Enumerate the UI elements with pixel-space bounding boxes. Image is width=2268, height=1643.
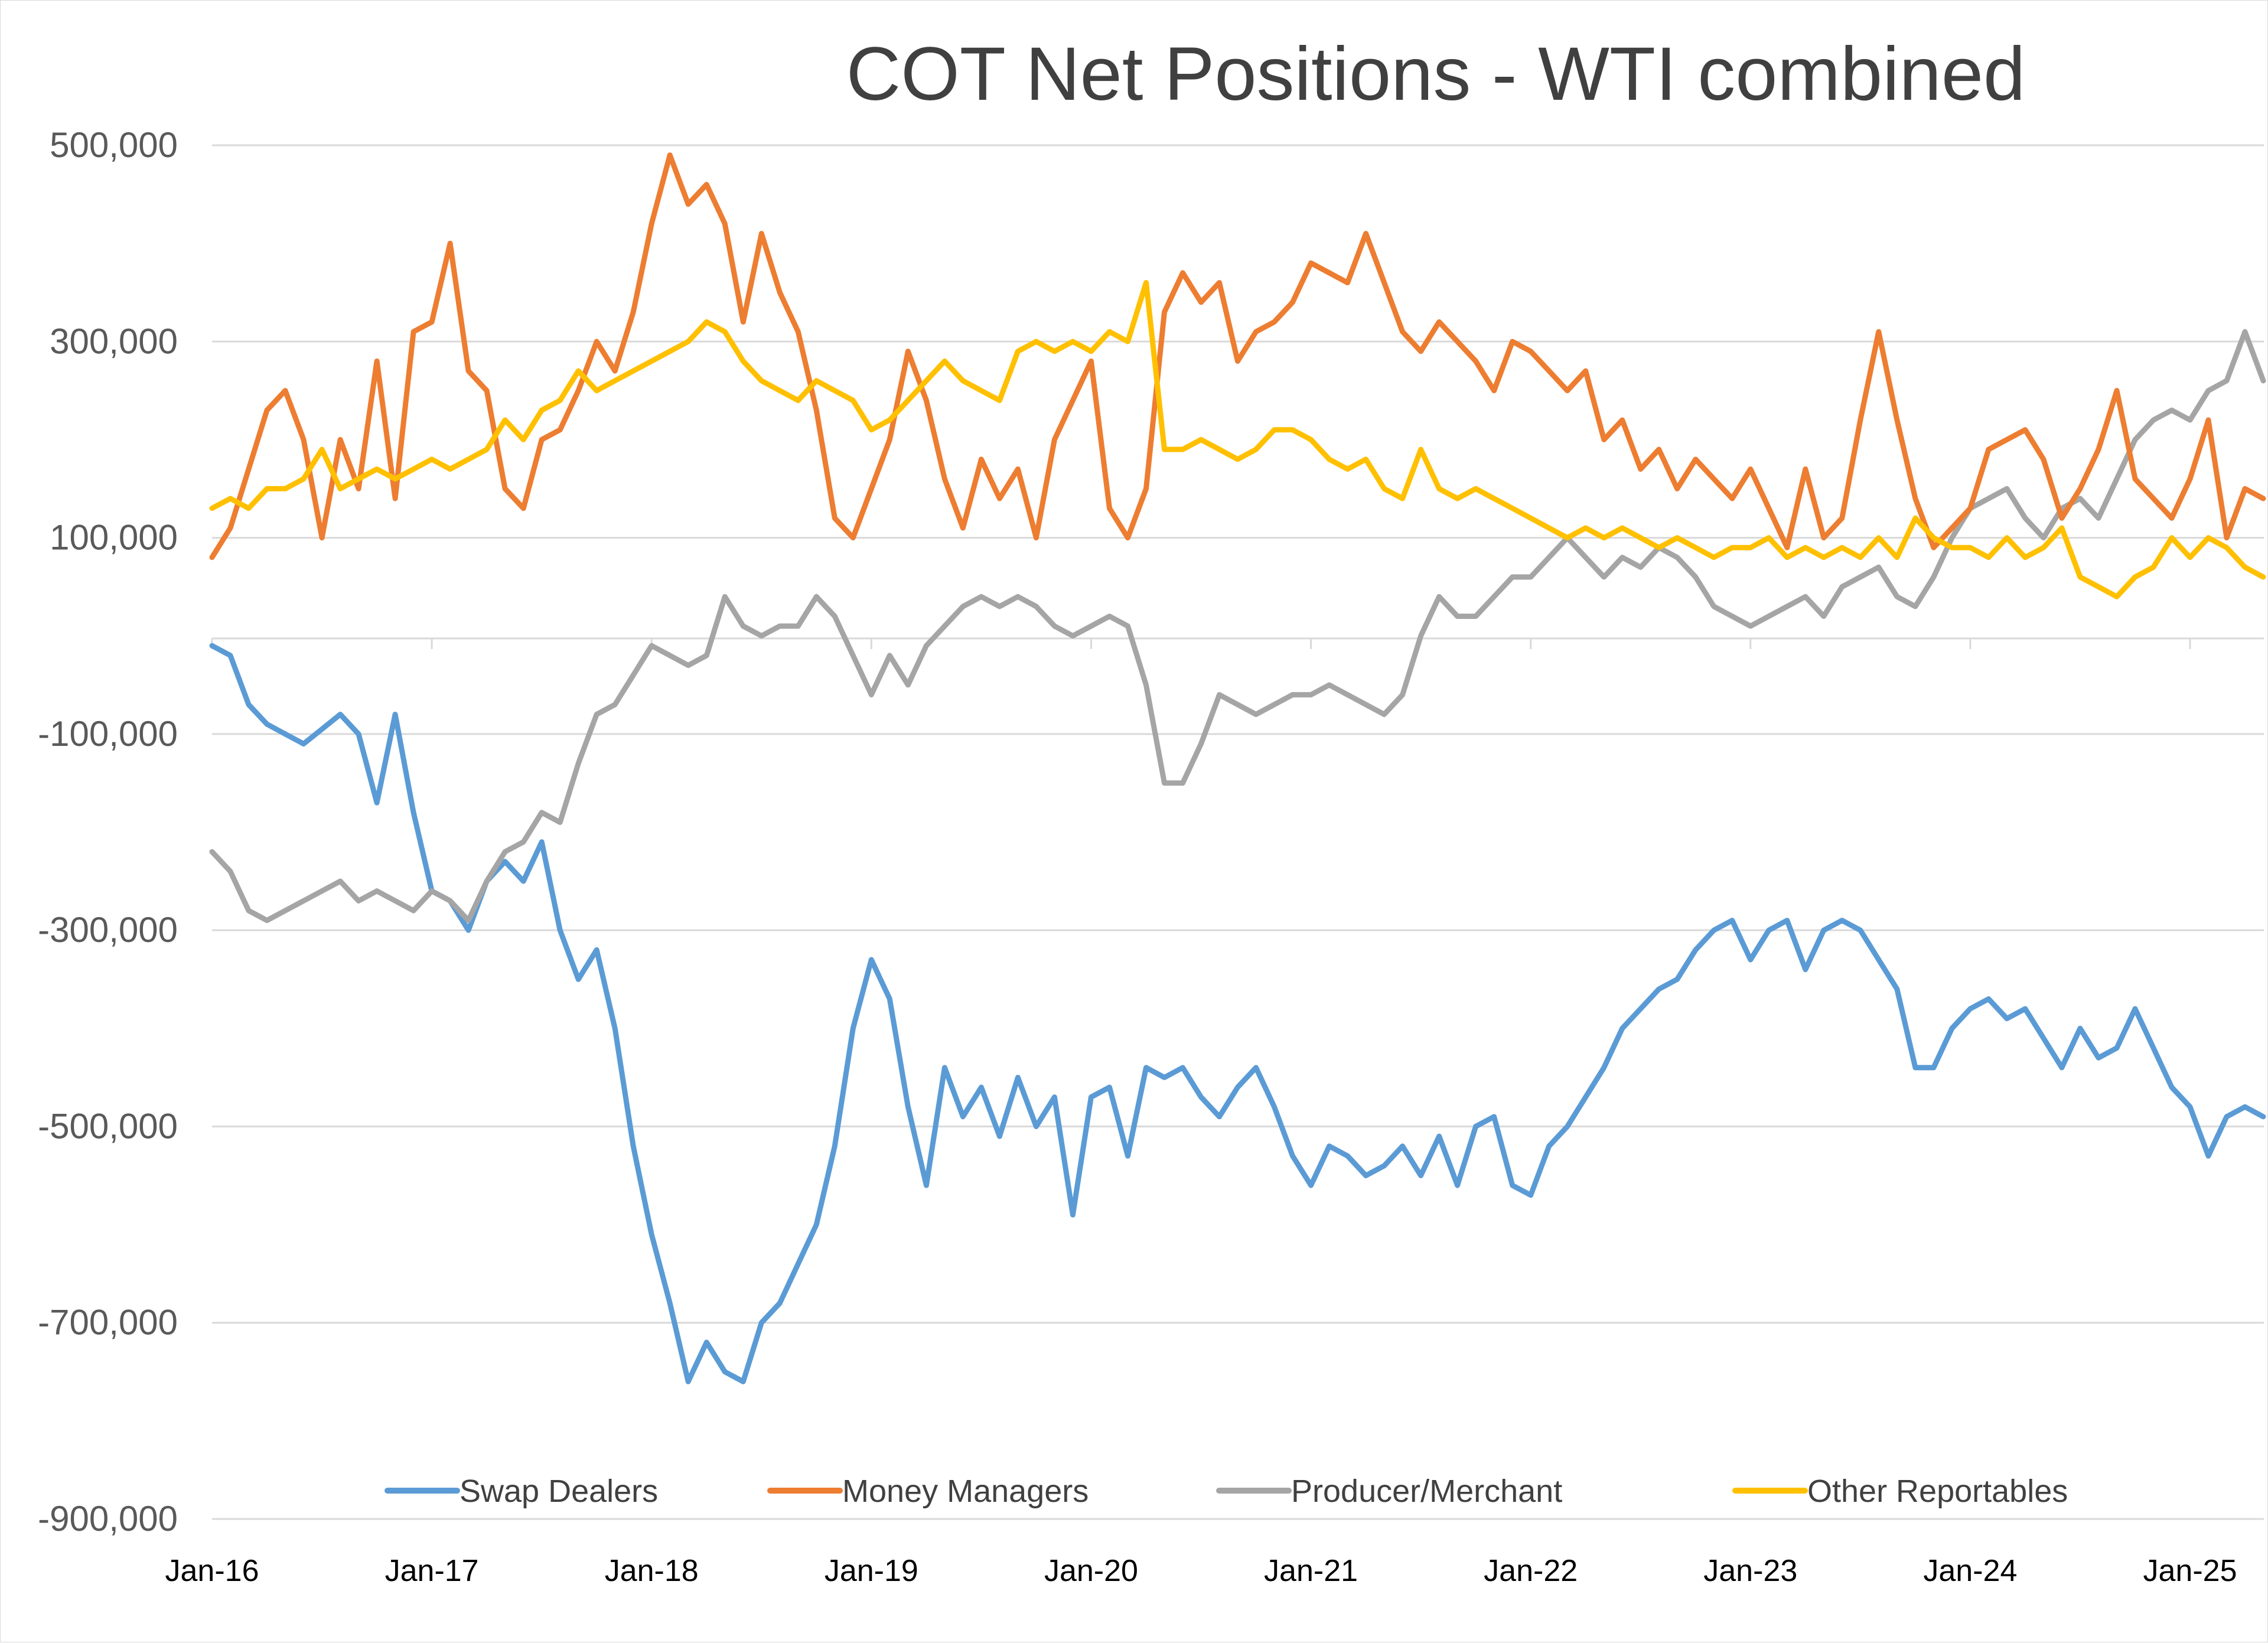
series-line-swap-dealers	[209, 643, 2266, 1384]
x-tick-label: Jan-24	[1923, 1554, 2017, 1588]
x-tick-label: Jan-23	[1703, 1554, 1797, 1588]
chart-title: COT Net Positions - WTI combined	[846, 32, 2025, 116]
legend-label-swap-dealers: Swap Dealers	[460, 1474, 658, 1509]
y-tick-label: -500,000	[38, 1106, 178, 1146]
series-line-money-managers	[209, 152, 2266, 560]
x-tick-label: Jan-22	[1484, 1554, 1578, 1588]
y-tick-label: -700,000	[38, 1303, 178, 1342]
x-tick-label: Jan-18	[605, 1554, 699, 1588]
y-tick-label: 300,000	[50, 321, 178, 361]
x-axis-tick-labels: Jan-16 Jan-17 Jan-18 Jan-19 Jan-20 Jan-21 Jan-…	[165, 638, 2237, 1588]
y-tick-label: 500,000	[50, 125, 178, 165]
legend-label-producer-merchant: Producer/Merchant	[1291, 1474, 1562, 1509]
x-tick-label: Jan-25	[2143, 1554, 2237, 1588]
x-tick-label: Jan-21	[1264, 1554, 1358, 1588]
y-axis-tick-labels: 500,000 300,000 100,000 -100,000 -300,000 -50…	[38, 125, 178, 1538]
series-line-producer-merchant	[209, 329, 2266, 923]
legend-label-other-reportables: Other Reportables	[1807, 1474, 2068, 1509]
y-tick-label: -300,000	[38, 910, 178, 950]
y-tick-label: -900,000	[38, 1499, 178, 1538]
gridlines	[212, 144, 2264, 1520]
x-tick-label: Jan-17	[385, 1554, 479, 1588]
x-tick-label: Jan-16	[165, 1554, 259, 1588]
y-tick-label: -100,000	[38, 714, 178, 754]
legend-label-money-managers: Money Managers	[842, 1474, 1089, 1509]
x-tick-label: Jan-20	[1044, 1554, 1138, 1588]
y-tick-label: 100,000	[50, 518, 178, 558]
legend: Swap Dealers Money Managers Producer/Merch…	[384, 1474, 2068, 1509]
series-line-other-reportables	[209, 280, 2266, 599]
series-lines	[209, 152, 2266, 1384]
x-tick-label: Jan-19	[825, 1554, 918, 1588]
